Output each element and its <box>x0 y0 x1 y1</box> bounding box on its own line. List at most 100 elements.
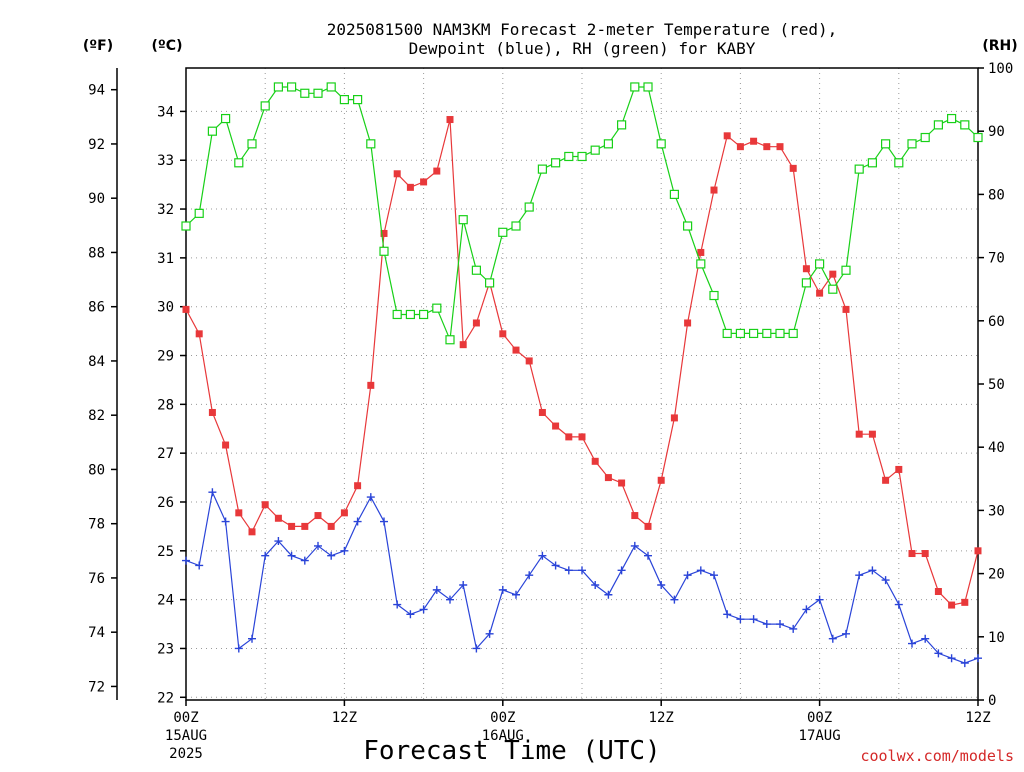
rh-point <box>867 158 878 168</box>
dewpoint-point <box>591 580 600 589</box>
temperature-point <box>565 433 573 441</box>
celsius-tick-label: 34 <box>157 104 174 120</box>
dewpoint-point <box>248 634 256 643</box>
temperature-point <box>776 143 784 151</box>
rh-point <box>511 221 521 231</box>
temperature-series <box>182 116 982 609</box>
temperature-point <box>274 514 282 522</box>
rh-point <box>590 145 600 155</box>
rh-point <box>907 139 917 149</box>
temperature-point <box>868 430 876 438</box>
dewpoint-point <box>208 488 217 497</box>
dewpoint-point <box>538 551 547 560</box>
fahrenheit-tick-label: 76 <box>88 571 105 587</box>
rh-point <box>630 82 640 92</box>
temperature-point <box>961 598 969 606</box>
dewpoint-point <box>947 654 956 663</box>
rh-point <box>260 101 270 111</box>
dewpoint-point <box>314 541 322 550</box>
dewpoint-point <box>195 561 204 570</box>
credit-text: coolwx.com/models <box>860 747 1014 765</box>
dewpoint-point <box>881 576 890 585</box>
temperature-point <box>591 457 599 465</box>
temperature-point <box>195 330 203 338</box>
dewpoint-point <box>644 551 652 560</box>
rh-tick-label: 100 <box>988 61 1013 77</box>
x-tick-date-label: 17AUG <box>799 728 841 744</box>
rh-tick-label: 20 <box>988 567 1005 583</box>
temperature-point <box>697 248 705 256</box>
temperature-point <box>578 433 586 441</box>
dewpoint-point <box>776 620 784 629</box>
temperature-point <box>222 441 230 449</box>
dewpoint-point <box>630 541 639 550</box>
dewpoint-point <box>221 517 230 526</box>
dewpoint-point <box>380 517 388 526</box>
temperature-point <box>816 289 824 297</box>
rh-point <box>379 246 389 256</box>
dewpoint-point <box>512 590 520 599</box>
temperature-point <box>182 305 190 313</box>
rh-point <box>696 259 706 269</box>
dewpoint-point <box>736 615 745 624</box>
celsius-tick-label: 24 <box>157 593 174 609</box>
rh-point <box>471 265 481 275</box>
temperature-point <box>908 550 916 558</box>
dewpoint-point <box>287 551 296 560</box>
dewpoint-point <box>551 561 560 570</box>
temperature-point <box>235 509 243 517</box>
temperature-line <box>185 119 979 606</box>
fahrenheit-tick-label: 90 <box>88 191 105 207</box>
dewpoint-point <box>894 600 903 609</box>
temperature-point <box>670 414 678 422</box>
dewpoint-point <box>182 556 190 565</box>
dewpoint-point <box>617 566 626 575</box>
dewpoint-point <box>604 590 613 599</box>
rh-point <box>656 139 666 149</box>
rh-tick-label: 60 <box>988 314 1005 330</box>
temperature-point <box>657 476 665 484</box>
temperature-point <box>314 512 322 520</box>
temperature-point <box>618 479 626 487</box>
fahrenheit-tick-label: 78 <box>88 517 105 533</box>
rh-point <box>682 221 693 231</box>
x-axis-title: Forecast Time (UTC) <box>363 736 660 766</box>
rh-point <box>735 328 746 339</box>
dewpoint-point <box>459 580 468 589</box>
dewpoint-point <box>723 610 732 619</box>
x-tick-label: 00Z <box>807 710 832 726</box>
dewpoint-point <box>908 639 916 648</box>
dewpoint-point <box>868 566 877 575</box>
rh-point <box>814 259 825 269</box>
dewpoint-point <box>393 600 402 609</box>
celsius-tick-label: 25 <box>157 544 174 560</box>
dewpoint-series <box>182 488 982 668</box>
temperature-point <box>921 550 929 558</box>
rh-point <box>801 278 812 288</box>
fahrenheit-tick-label: 92 <box>88 137 105 153</box>
rh-tick-label: 30 <box>988 503 1005 519</box>
x-tick-label: 12Z <box>332 710 357 726</box>
rh-point <box>933 120 944 130</box>
dewpoint-point <box>815 595 824 604</box>
rh-point <box>669 189 680 199</box>
temperature-point <box>631 512 639 520</box>
dewpoint-point <box>789 624 798 633</box>
dewpoint-point <box>670 595 679 604</box>
rh-point <box>247 139 257 149</box>
temperature-point <box>446 116 454 124</box>
dewpoint-point <box>749 615 758 624</box>
rh-point <box>498 227 508 237</box>
temperature-point <box>420 178 428 186</box>
rh-point <box>458 215 468 225</box>
rh-point <box>973 132 983 143</box>
temperature-point <box>433 167 441 175</box>
dewpoint-point <box>802 605 811 614</box>
celsius-tick-label: 23 <box>157 641 174 657</box>
rh-point <box>828 284 838 294</box>
rh-point <box>564 151 574 162</box>
rh-point <box>353 94 363 105</box>
temperature-point <box>406 183 414 191</box>
dewpoint-point <box>921 634 930 643</box>
